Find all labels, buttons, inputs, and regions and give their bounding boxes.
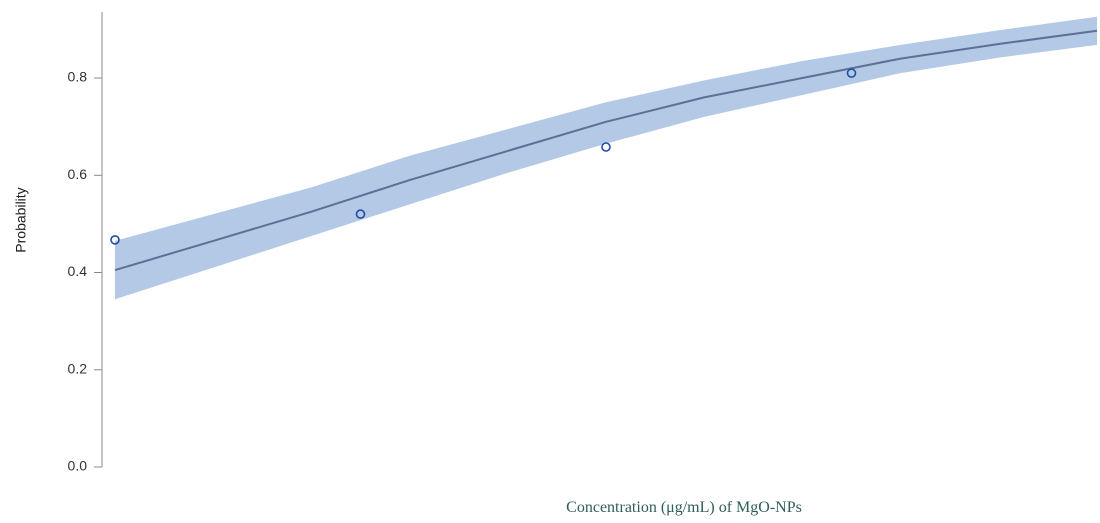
data-point <box>601 142 611 152</box>
x-axis-label: Concentration (μg/mL) of MgO-NPs <box>566 499 802 516</box>
data-point <box>110 235 120 245</box>
y-tick-label: 0.2 <box>68 361 88 377</box>
fit-line-layer <box>114 29 1098 272</box>
y-tick-label: 0.6 <box>68 166 88 182</box>
data-point <box>846 68 857 78</box>
y-tick-label: 0.8 <box>68 69 88 85</box>
observed-points-layer <box>110 68 857 245</box>
confidence-band <box>115 16 1097 300</box>
confidence-band-layer <box>115 16 1097 300</box>
fit-line <box>114 29 1098 272</box>
y-tick-label: 0.0 <box>68 458 88 474</box>
y-axis-ticks: 0.0 0.2 0.4 0.6 0.8 <box>68 69 102 474</box>
y-axis-label: Probability <box>13 187 29 252</box>
data-point <box>355 209 366 219</box>
y-tick-label: 0.4 <box>68 263 88 279</box>
